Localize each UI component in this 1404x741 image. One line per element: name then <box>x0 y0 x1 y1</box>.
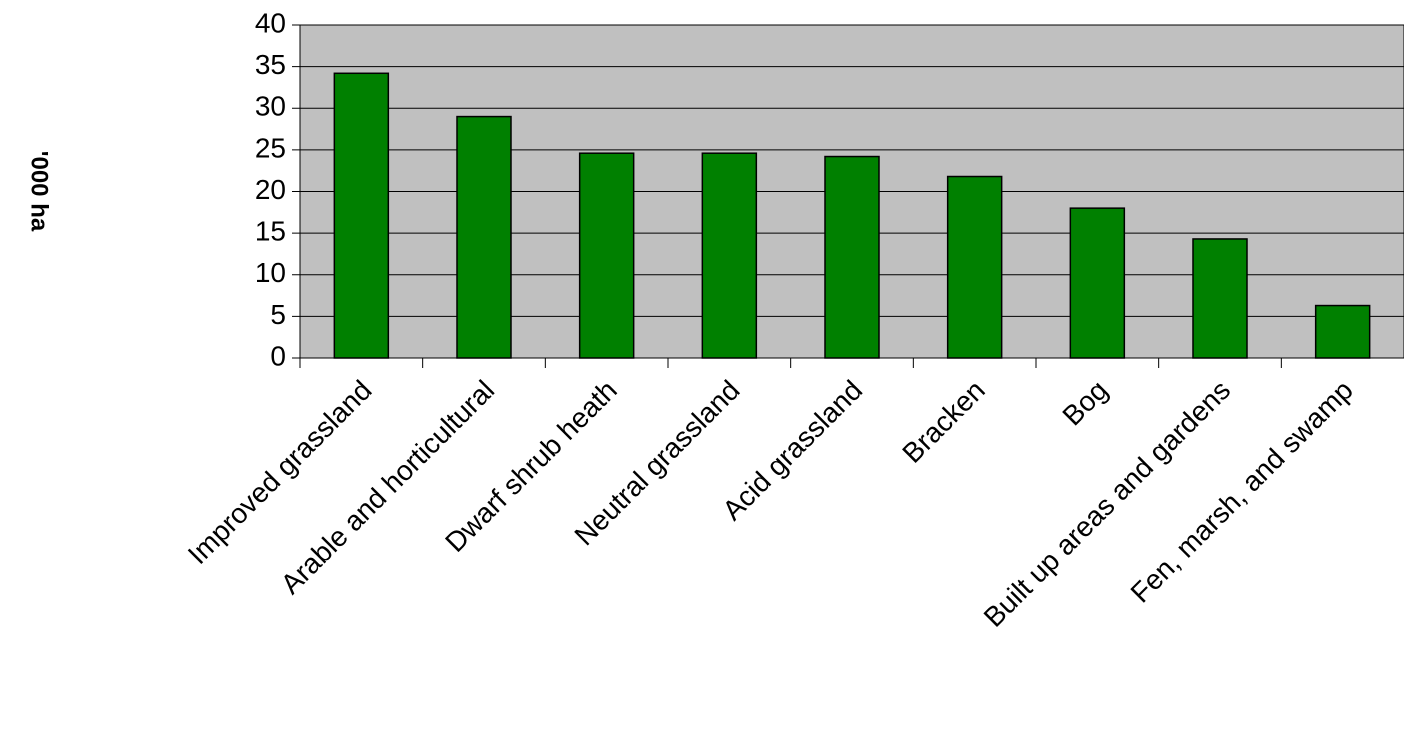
y-tick-label: 30 <box>255 91 286 122</box>
bar <box>946 175 1003 359</box>
bar <box>1314 304 1371 359</box>
y-axis-label: '000 ha <box>26 151 53 232</box>
y-tick-label: 20 <box>255 174 286 205</box>
y-tick-label: 10 <box>255 257 286 288</box>
bar <box>456 115 512 359</box>
bars <box>333 72 1371 359</box>
bar <box>333 72 390 359</box>
x-tick-label: Bracken <box>896 374 991 469</box>
x-tick-label: Bog <box>1056 374 1113 431</box>
y-axis: 0 5 10 15 20 25 30 35 40 <box>255 7 301 371</box>
y-tick-label: 35 <box>255 49 286 80</box>
y-tick-label: 15 <box>255 216 286 247</box>
bar <box>701 152 758 359</box>
bar <box>824 155 880 359</box>
y-tick-label: 25 <box>255 132 286 163</box>
bar <box>1069 207 1126 359</box>
x-tick-label: Built up areas and gardens <box>978 374 1237 633</box>
x-tick-label: Arable and horticultural <box>275 374 501 600</box>
y-tick-label: 5 <box>270 299 286 330</box>
x-tick-label: Fen, marsh, and swamp <box>1125 374 1359 608</box>
y-tick-label: 0 <box>270 340 286 371</box>
y-tick-label: 40 <box>255 7 286 38</box>
bar <box>578 152 635 359</box>
bar <box>1192 238 1248 359</box>
